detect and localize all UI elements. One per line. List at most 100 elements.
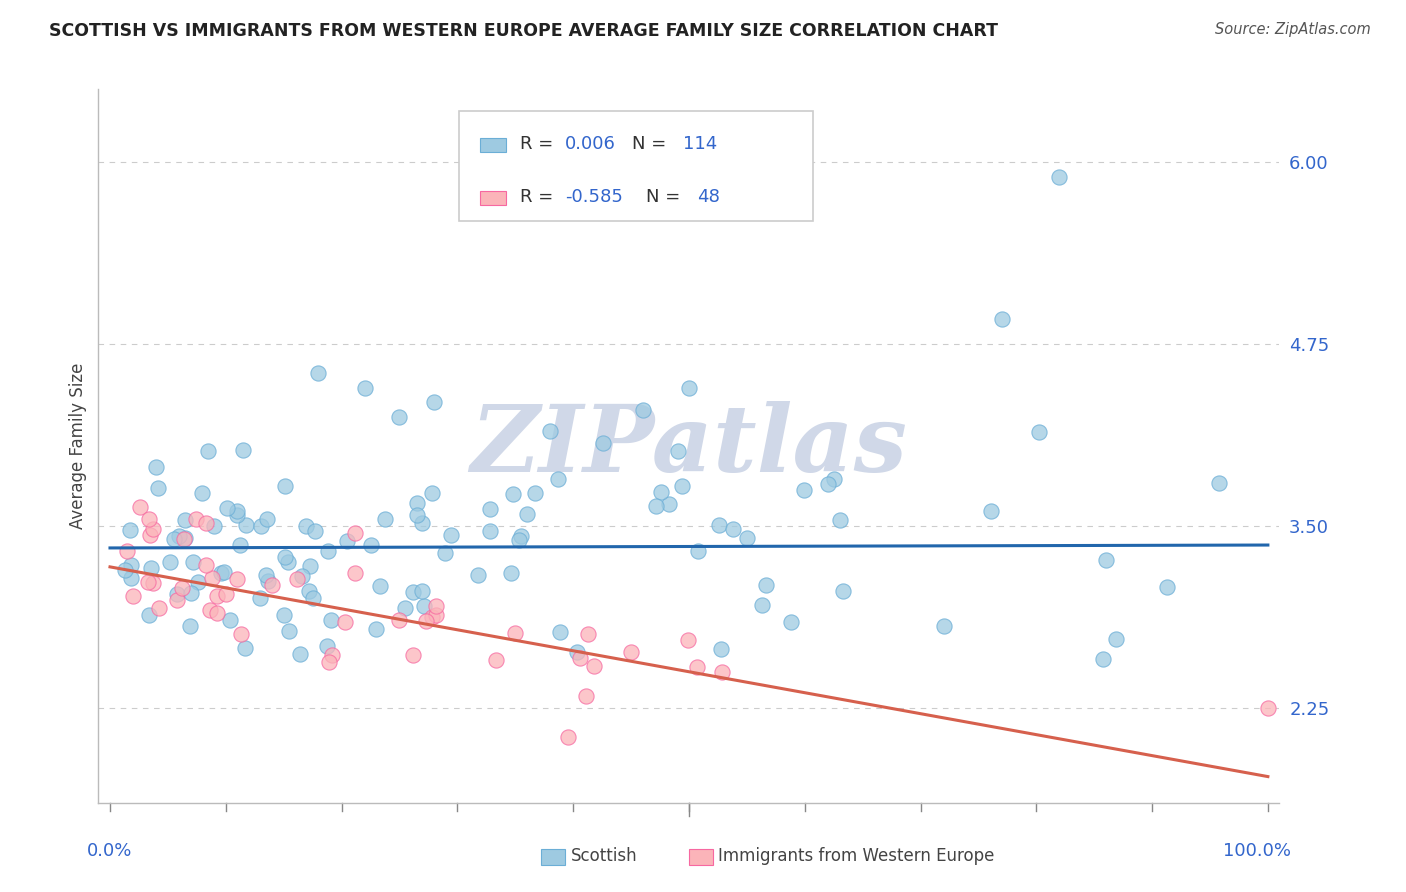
Point [167,529,190,543]
Point [779,615,801,629]
Point [333,615,356,629]
Point [288,648,311,662]
Point [479,502,502,516]
Point [298,584,321,599]
Point [304,524,326,538]
Point [735,531,758,545]
Point [166,593,188,607]
Text: ZIPatlas: ZIPatlas [471,401,907,491]
Point [631,402,654,417]
Point [423,395,446,409]
Y-axis label: Average Family Size: Average Family Size [69,363,87,529]
Point [592,436,614,450]
Point [249,518,271,533]
FancyBboxPatch shape [479,138,506,153]
Point [402,648,425,662]
Point [620,645,643,659]
Point [138,607,160,622]
Point [219,613,242,627]
Point [343,566,366,581]
Point [479,524,502,538]
Text: 0.006: 0.006 [565,135,616,153]
Point [145,460,167,475]
Point [316,639,339,653]
Point [257,574,280,588]
Point [181,555,204,569]
Point [336,534,359,549]
Point [179,619,201,633]
Point [388,409,411,424]
Point [1095,553,1118,567]
FancyBboxPatch shape [541,849,565,865]
Point [990,312,1012,326]
Text: Source: ZipAtlas.com: Source: ZipAtlas.com [1215,22,1371,37]
Point [548,625,571,640]
Point [755,577,778,591]
Point [202,518,225,533]
Point [115,543,138,558]
Point [467,567,489,582]
Point [205,606,228,620]
Point [129,500,152,514]
Point [508,533,530,547]
Text: R =: R = [520,188,560,206]
Point [557,730,579,744]
Text: 100.0%: 100.0% [1223,842,1291,860]
Point [215,587,238,601]
Text: N =: N = [647,188,686,206]
Point [148,600,170,615]
Point [503,626,526,640]
Point [650,484,672,499]
Point [114,563,136,577]
Point [485,653,508,667]
Point [394,601,416,615]
Point [830,512,852,526]
Point [180,586,202,600]
Point [415,615,437,629]
Point [205,589,228,603]
Point [226,504,249,518]
Point [173,532,195,546]
Point [501,566,523,580]
Point [666,444,689,458]
Point [215,500,238,515]
Point [576,627,599,641]
Point [120,558,142,573]
Point [1049,169,1071,184]
Point [411,516,433,531]
Point [980,503,1002,517]
Point [364,622,387,636]
Point [413,599,436,613]
Point [229,627,252,641]
Text: 48: 48 [697,188,720,206]
Point [420,610,443,624]
Point [817,477,839,491]
Text: Immigrants from Western Europe: Immigrants from Western Europe [718,847,995,865]
Point [122,589,145,603]
FancyBboxPatch shape [689,849,713,865]
Point [254,568,277,582]
Point [751,599,773,613]
Point [226,572,249,586]
Point [1208,475,1230,490]
Point [316,543,339,558]
Point [118,523,141,537]
Point [321,648,343,662]
Point [411,584,433,599]
Point [170,581,193,595]
Point [538,425,561,439]
Point [823,472,845,486]
Point [370,579,392,593]
Point [793,483,815,497]
Point [298,559,321,574]
Point [260,578,283,592]
Point [212,565,235,579]
Point [388,614,411,628]
Text: 0.0%: 0.0% [87,842,132,860]
Point [294,519,316,533]
Point [710,665,733,680]
Point [235,517,257,532]
Point [197,444,219,458]
Point [139,561,162,575]
Point [274,550,297,565]
